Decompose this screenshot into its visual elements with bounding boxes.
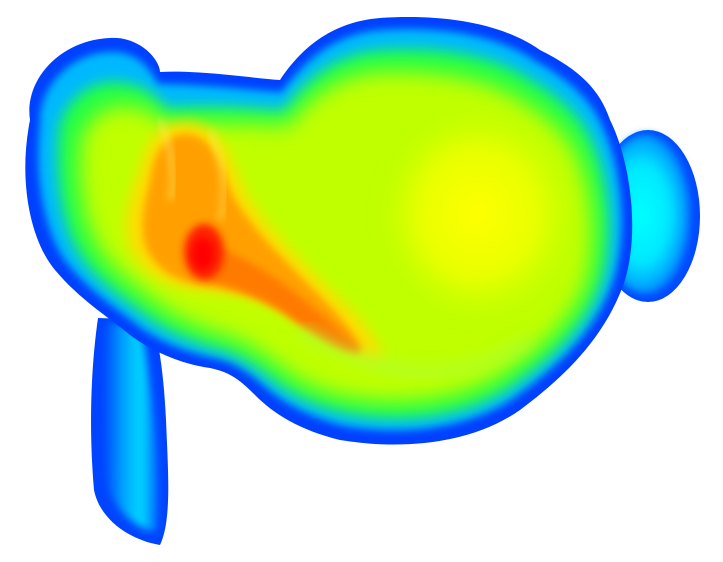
yellow-core [378,106,578,322]
inner-contour [296,323,534,380]
hot-region [126,119,382,359]
stem-appendage [91,318,169,545]
